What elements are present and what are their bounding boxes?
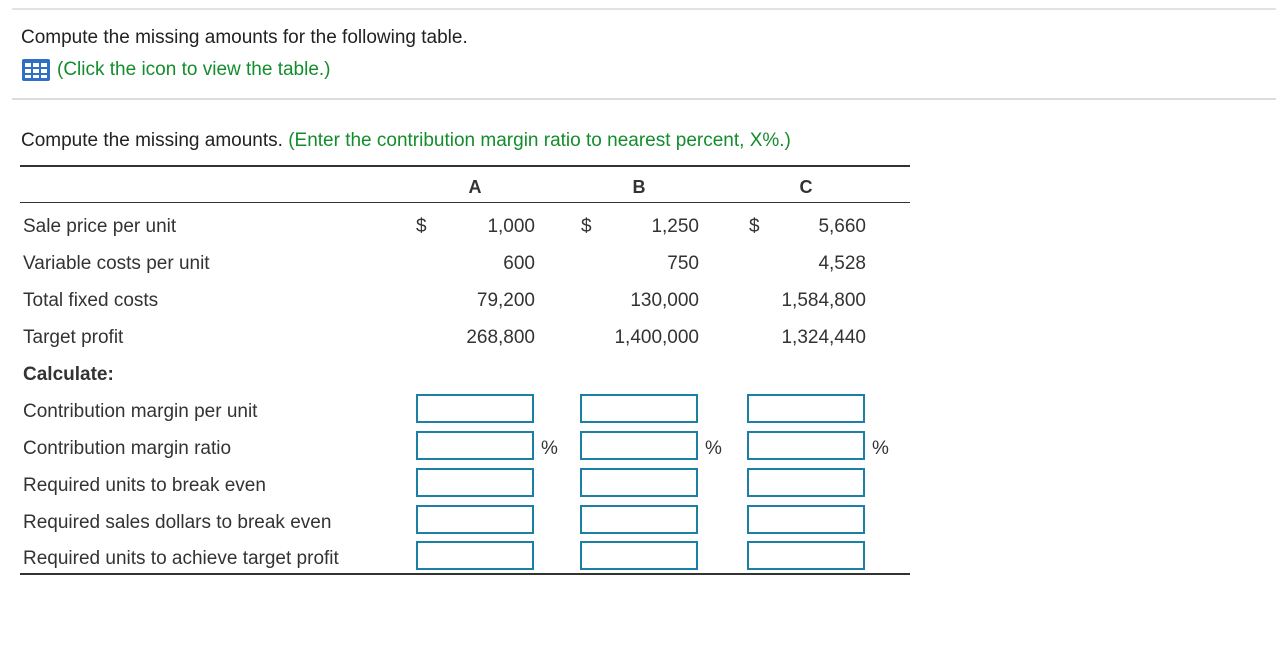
break-even-sales-b-input[interactable]	[580, 505, 698, 534]
sale-price-a: 1,000	[487, 216, 535, 237]
column-header-c: C	[799, 177, 813, 197]
cvp-table: A B C Sale price per unit $ 1,000 $ 1,25…	[20, 165, 910, 575]
row-label-target-units: Required units to achieve target profit	[23, 548, 339, 569]
column-header-a: A	[468, 177, 482, 197]
target-units-c-input[interactable]	[747, 541, 865, 570]
cm-ratio-a-input[interactable]	[416, 431, 534, 460]
row-label-cm-ratio: Contribution margin ratio	[23, 438, 232, 459]
percent-sign: %	[541, 438, 558, 459]
top-divider	[12, 8, 1276, 10]
table-top-border	[20, 165, 910, 167]
break-even-units-c-input[interactable]	[747, 468, 865, 497]
table-grid-icon[interactable]	[21, 58, 51, 82]
column-header-b: B	[632, 177, 646, 197]
target-profit-b: 1,400,000	[614, 327, 699, 348]
row-label-cm-per-unit: Contribution margin per unit	[23, 401, 258, 422]
instruction-text: Compute the missing amounts.	[21, 130, 283, 151]
fixed-costs-a: 79,200	[476, 290, 535, 311]
instruction-hint: (Enter the contribution margin ratio to …	[288, 130, 791, 151]
variable-costs-c: 4,528	[818, 253, 866, 274]
target-profit-a: 268,800	[466, 327, 535, 348]
break-even-sales-c-input[interactable]	[747, 505, 865, 534]
row-label-break-even-sales: Required sales dollars to break even	[23, 512, 332, 533]
fixed-costs-c: 1,584,800	[781, 290, 866, 311]
break-even-units-a-input[interactable]	[416, 468, 534, 497]
row-label-sale-price: Sale price per unit	[23, 216, 177, 237]
break-even-sales-a-input[interactable]	[416, 505, 534, 534]
row-label-fixed-costs: Total fixed costs	[23, 290, 159, 311]
view-table-link-text[interactable]: (Click the icon to view the table.)	[57, 59, 331, 80]
row-label-variable-costs: Variable costs per unit	[23, 253, 210, 274]
table-header-border	[20, 202, 910, 203]
target-profit-c: 1,324,440	[781, 327, 866, 348]
currency-symbol: $	[749, 216, 760, 237]
row-label-break-even-units: Required units to break even	[23, 475, 266, 496]
cm-per-unit-c-input[interactable]	[747, 394, 865, 423]
cm-per-unit-b-input[interactable]	[580, 394, 698, 423]
variable-costs-a: 600	[503, 253, 535, 274]
cm-ratio-b-input[interactable]	[580, 431, 698, 460]
percent-sign: %	[872, 438, 889, 459]
section-divider	[12, 98, 1276, 100]
view-table-link[interactable]: (Click the icon to view the table.)	[21, 57, 331, 83]
target-units-b-input[interactable]	[580, 541, 698, 570]
row-label-target-profit: Target profit	[23, 327, 124, 348]
question-intro: Compute the missing amounts for the foll…	[21, 27, 468, 48]
target-units-a-input[interactable]	[416, 541, 534, 570]
sale-price-c: 5,660	[818, 216, 866, 237]
calculate-heading: Calculate:	[23, 364, 114, 385]
currency-symbol: $	[416, 216, 427, 237]
currency-symbol: $	[581, 216, 592, 237]
instruction: Compute the missing amounts. (Enter the …	[21, 130, 791, 152]
table-bottom-border	[20, 573, 910, 575]
cm-ratio-c-input[interactable]	[747, 431, 865, 460]
cm-per-unit-a-input[interactable]	[416, 394, 534, 423]
percent-sign: %	[705, 438, 722, 459]
variable-costs-b: 750	[667, 253, 699, 274]
sale-price-b: 1,250	[651, 216, 699, 237]
fixed-costs-b: 130,000	[630, 290, 699, 311]
break-even-units-b-input[interactable]	[580, 468, 698, 497]
